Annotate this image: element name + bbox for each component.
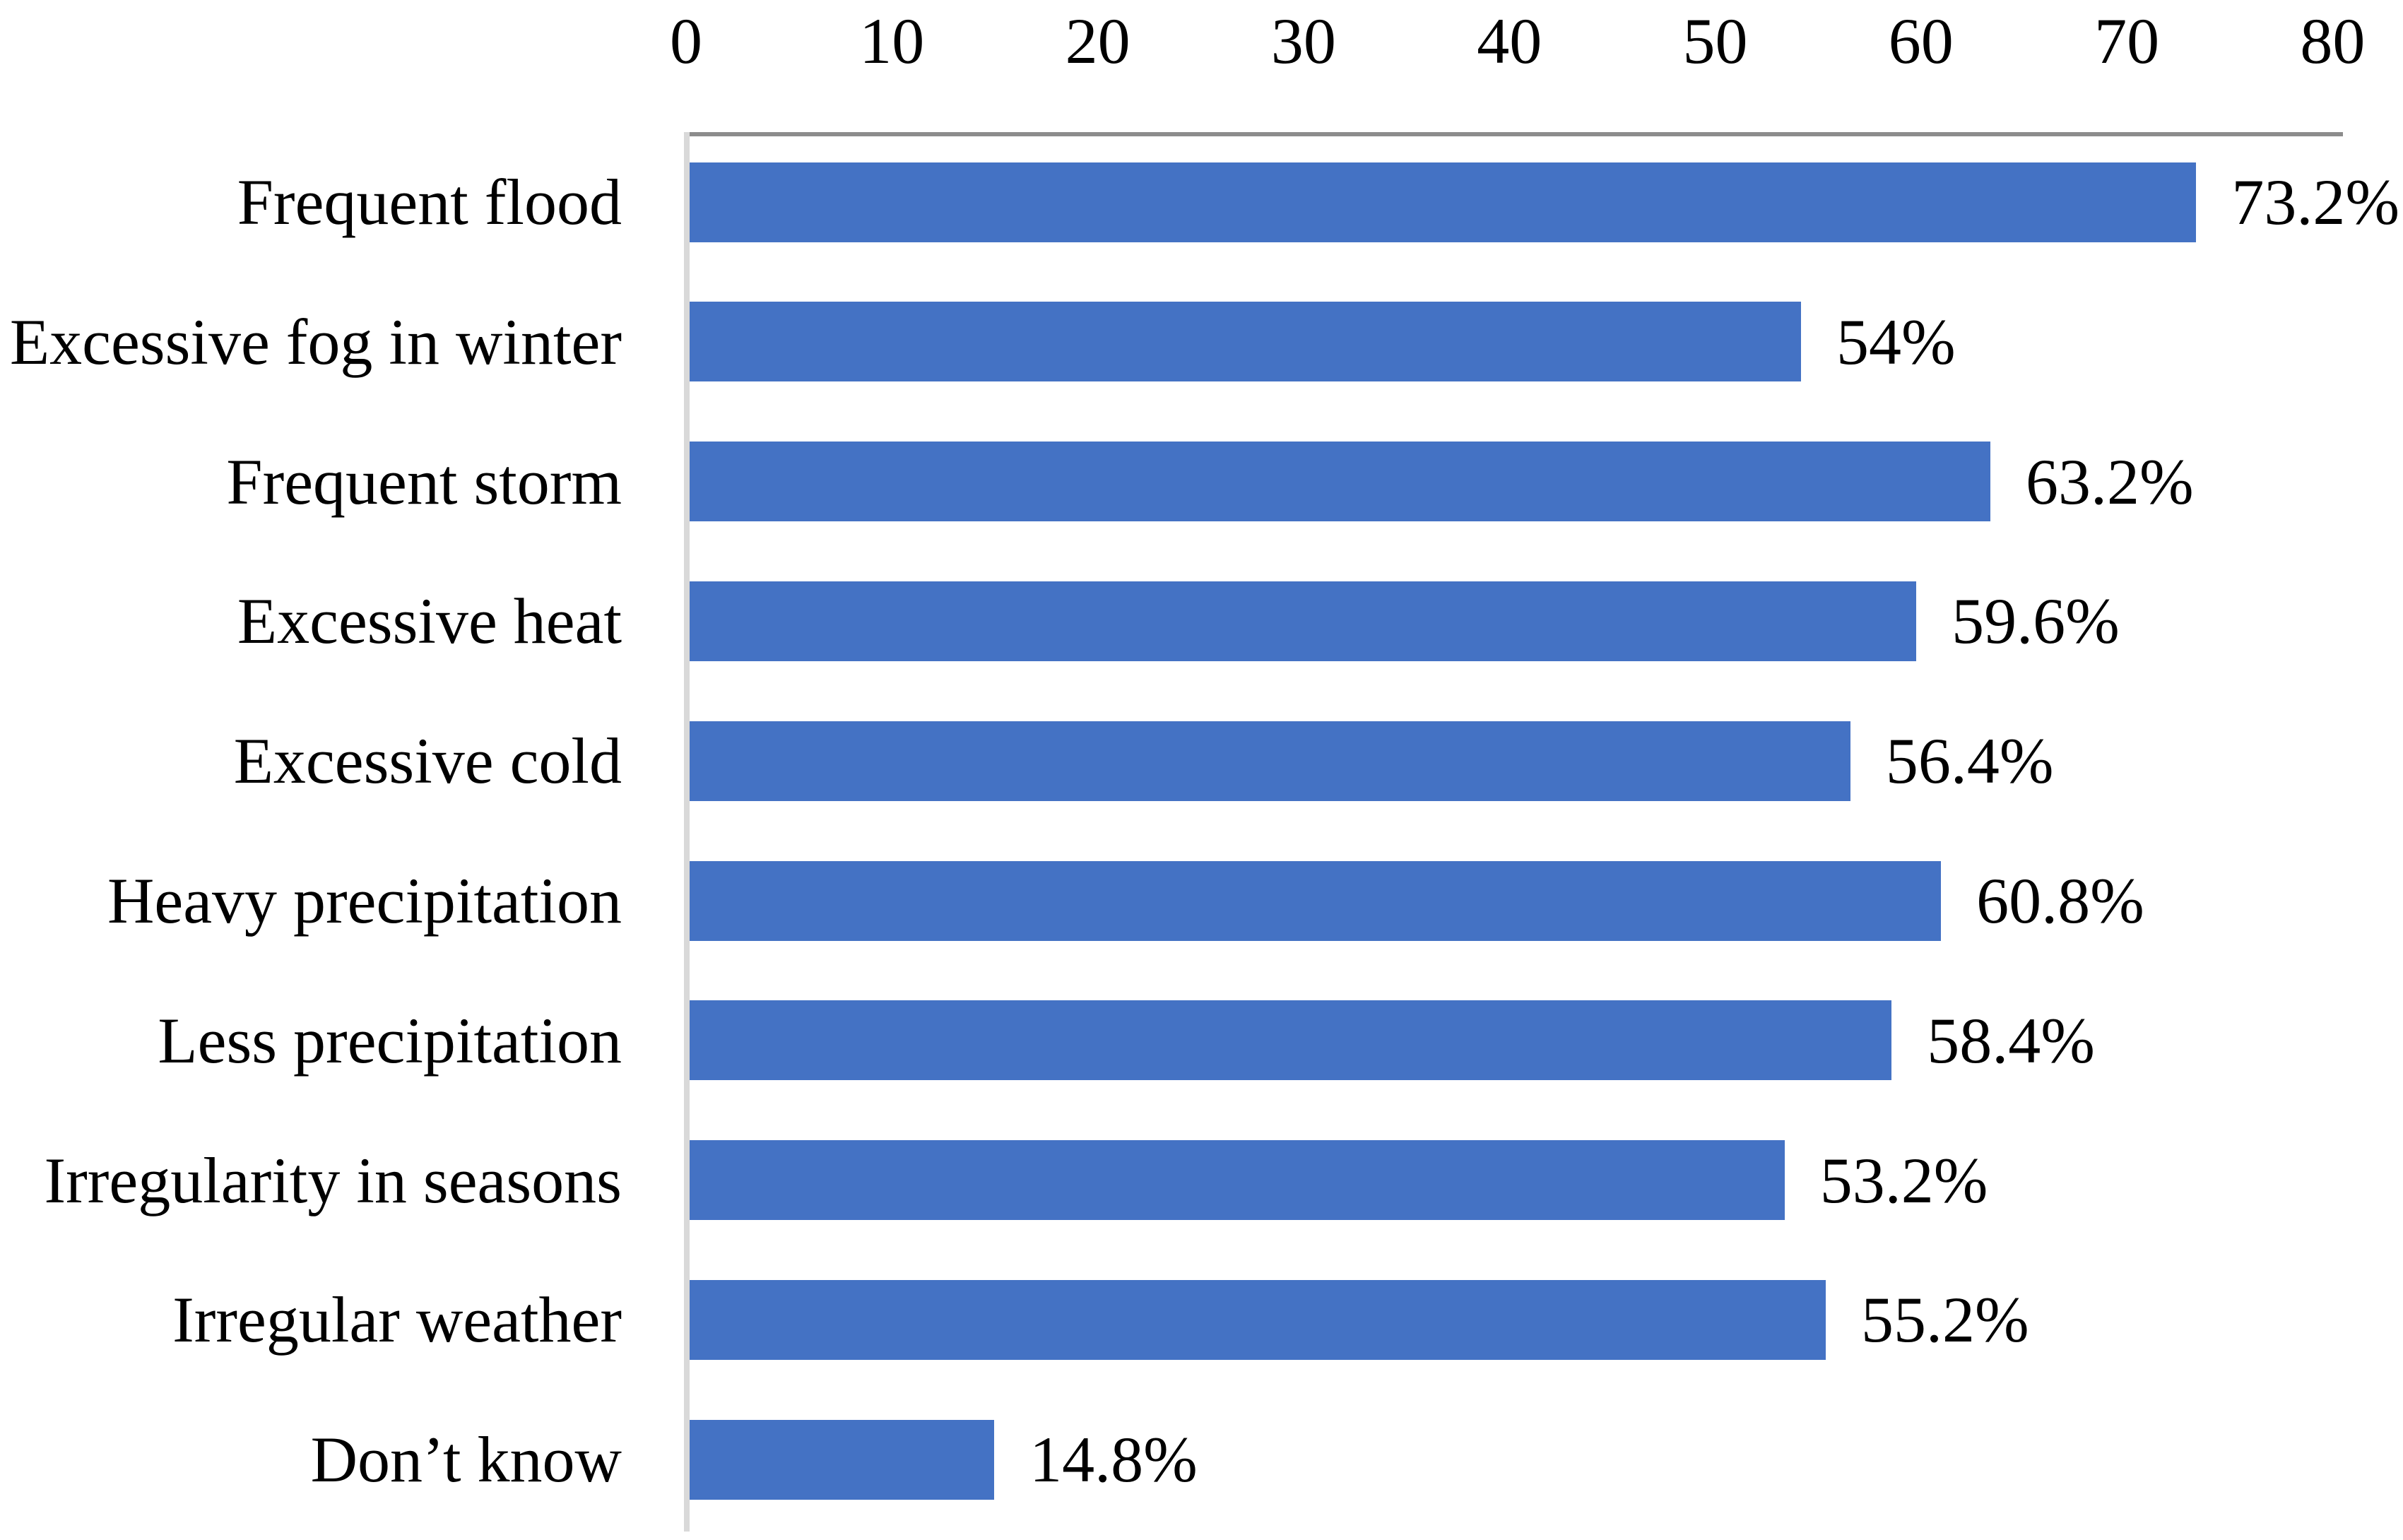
x-axis-tick-label: 60 — [1888, 5, 1954, 77]
value-label: 14.8% — [1029, 1423, 1198, 1496]
value-label: 55.2% — [1860, 1284, 2029, 1356]
bar — [690, 1279, 1826, 1360]
value-label: 59.6% — [1952, 585, 2120, 658]
x-axis-tick-label: 0 — [670, 5, 702, 77]
bar — [690, 1000, 1892, 1081]
x-axis-tick-label: 70 — [2094, 5, 2160, 77]
category-label: Frequent flood — [237, 166, 622, 238]
x-axis-tick-label: 80 — [2300, 5, 2366, 77]
bar — [690, 442, 1991, 522]
value-axis-line — [684, 132, 2343, 136]
bar — [690, 162, 2197, 242]
bar — [690, 1419, 995, 1500]
value-label: 63.2% — [2026, 445, 2194, 518]
category-label: Don’t know — [310, 1423, 622, 1496]
category-label: Heavy precipitation — [107, 865, 622, 937]
category-label: Excessive cold — [233, 725, 622, 798]
bar — [690, 1140, 1785, 1221]
value-label: 73.2% — [2231, 166, 2399, 238]
category-axis-line — [684, 132, 690, 1532]
value-label: 58.4% — [1927, 1004, 2095, 1077]
x-axis-tick-label: 30 — [1270, 5, 1336, 77]
category-label: Excessive heat — [237, 585, 622, 658]
bar — [690, 302, 1802, 382]
value-label: 53.2% — [1819, 1144, 1988, 1216]
x-axis-tick-label: 40 — [1477, 5, 1542, 77]
bar — [690, 721, 1850, 801]
bar — [690, 860, 1942, 941]
category-label: Irregular weather — [172, 1284, 622, 1356]
x-axis-tick-label: 10 — [859, 5, 925, 77]
value-label: 60.8% — [1976, 865, 2144, 937]
x-axis-tick-label: 20 — [1065, 5, 1130, 77]
bar — [690, 581, 1917, 661]
value-label: 56.4% — [1885, 725, 2054, 798]
category-label: Excessive fog in winter — [9, 305, 622, 378]
category-label: Less precipitation — [158, 1004, 622, 1077]
value-label: 54% — [1836, 305, 1956, 378]
category-label: Irregularity in seasons — [44, 1144, 622, 1216]
x-axis-tick-label: 50 — [1682, 5, 1748, 77]
category-label: Frequent storm — [226, 445, 622, 518]
